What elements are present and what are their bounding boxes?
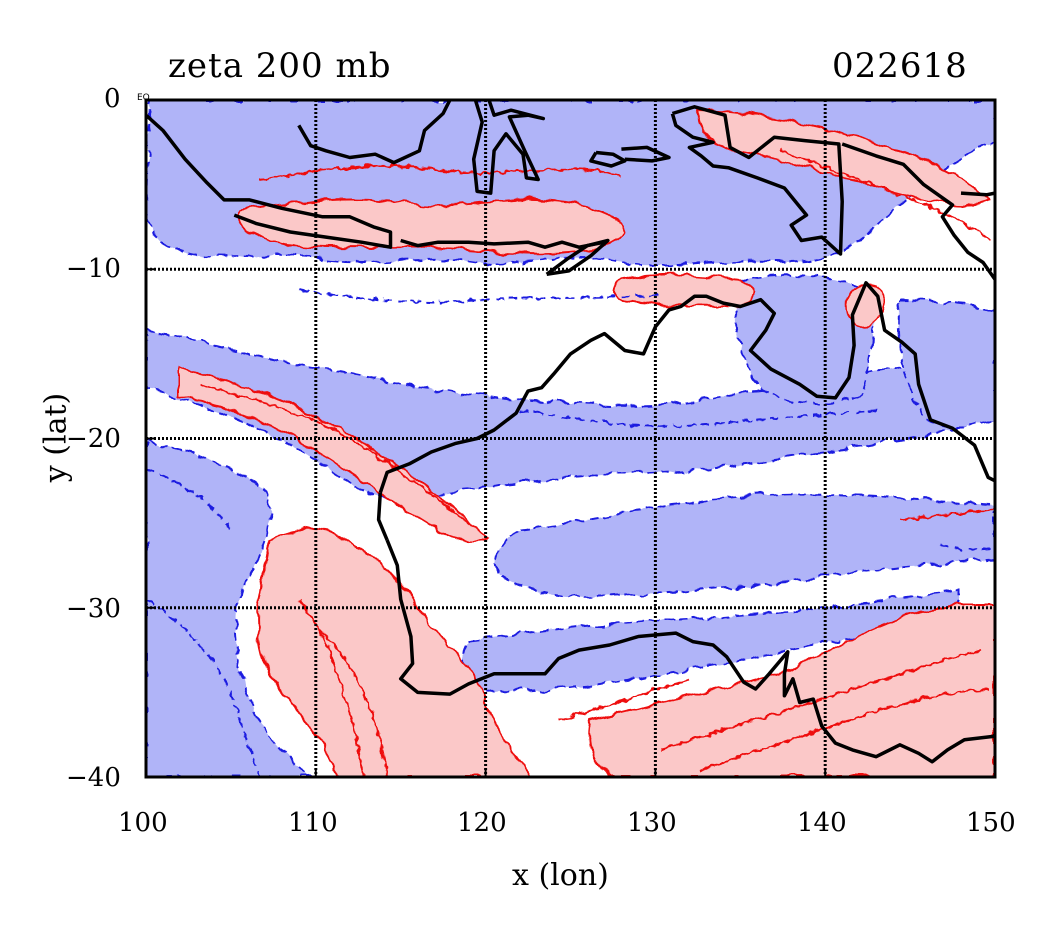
x-axis-label: x (lon) [512, 858, 609, 893]
positive-contour-southeast-inner [659, 649, 981, 751]
positive-contour-west-jet-inner [199, 384, 471, 526]
negative-contour-central [519, 409, 881, 428]
positive-contour-east [899, 509, 995, 521]
y-tick-label: 0 [104, 84, 121, 114]
positive-area-southeast [587, 604, 995, 777]
coastline-segment [378, 281, 995, 494]
negative-contour-east [939, 544, 995, 551]
coastline-segment [960, 191, 995, 197]
x-tick-label: 100 [118, 808, 168, 838]
negative-contour-lines [146, 289, 995, 777]
coastline-segment [841, 142, 995, 281]
positive-area-java-sea [236, 198, 626, 255]
coastline-segment [385, 539, 995, 764]
coastline-segment [670, 105, 844, 256]
y-tick-label: −40 [66, 763, 121, 793]
coastline-segment [589, 150, 627, 168]
axis-ticks [145, 99, 996, 778]
map-title: zeta 200 mb [168, 46, 392, 86]
y-tick-label: −30 [66, 594, 121, 624]
positive-contour-southwest-mid [319, 629, 389, 777]
grid-lines [146, 100, 995, 777]
coastline-segment [146, 113, 393, 249]
positive-contour-bight [559, 679, 691, 721]
x-tick-label: 110 [288, 808, 338, 838]
positive-area-west-jet [177, 366, 490, 543]
negative-contour-southwest-outer [146, 599, 261, 777]
x-tick-label: 150 [966, 808, 1016, 838]
negative-area-gulf [735, 273, 876, 405]
coastlines [146, 100, 995, 764]
positive-area-timor [612, 273, 756, 308]
coastline-segment [621, 145, 671, 163]
positive-contour-java-sea [259, 164, 621, 181]
y-tick-label: −20 [66, 424, 121, 454]
negative-contour-north [299, 289, 661, 303]
positive-contour-banda-sea [779, 149, 991, 241]
positive-vorticity-areas [177, 108, 995, 777]
x-tick-label: 120 [457, 808, 507, 838]
positive-area-west-coast [257, 527, 532, 777]
x-tick-label: 140 [797, 808, 847, 838]
coastline-segment [297, 100, 452, 165]
positive-contour-lines [199, 149, 995, 777]
x-tick-label: 130 [627, 808, 677, 838]
y-axis-label: y (lat) [38, 392, 74, 483]
coastline-segment [545, 238, 610, 277]
coastline-segment [400, 238, 605, 249]
equator-label: EQ [137, 93, 150, 103]
positive-contour-southeast-mid [699, 689, 991, 771]
coastline-segment [471, 100, 546, 195]
y-tick-label: −10 [66, 254, 121, 284]
map-date-code: 022618 [832, 46, 968, 86]
positive-contour-southwest-inner [299, 599, 366, 777]
coastline-segment [376, 492, 389, 541]
negative-area-band-east [495, 492, 995, 598]
